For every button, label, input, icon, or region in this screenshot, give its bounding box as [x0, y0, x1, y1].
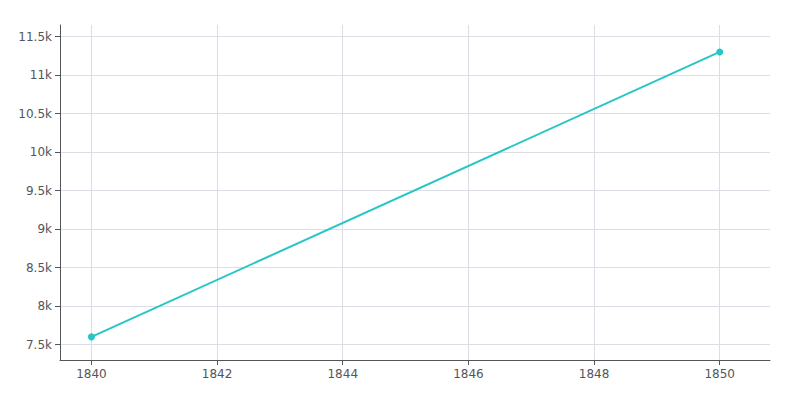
- svg-text:1848: 1848: [579, 367, 610, 381]
- svg-text:10k: 10k: [30, 145, 52, 159]
- svg-text:8k: 8k: [37, 299, 52, 313]
- svg-text:7.5k: 7.5k: [26, 338, 52, 352]
- svg-text:10.5k: 10.5k: [18, 107, 52, 121]
- svg-text:11k: 11k: [30, 68, 52, 82]
- svg-text:9k: 9k: [37, 222, 52, 236]
- svg-text:1850: 1850: [704, 367, 735, 381]
- svg-text:1842: 1842: [202, 367, 233, 381]
- svg-text:1840: 1840: [76, 367, 107, 381]
- svg-text:11.5k: 11.5k: [18, 30, 52, 44]
- svg-text:1846: 1846: [453, 367, 484, 381]
- svg-text:1844: 1844: [327, 367, 358, 381]
- svg-text:9.5k: 9.5k: [26, 184, 52, 198]
- svg-text:8.5k: 8.5k: [26, 261, 52, 275]
